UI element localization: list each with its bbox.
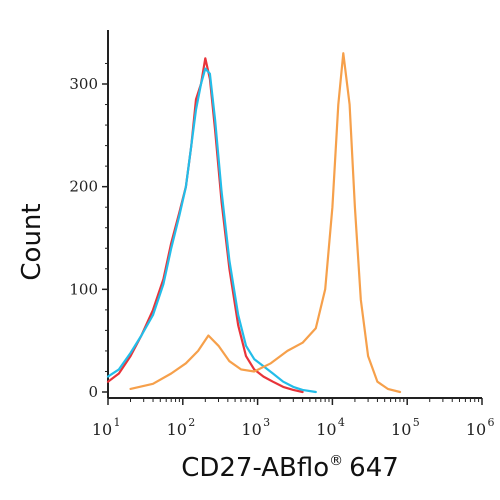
x-tick-label: 10 bbox=[167, 420, 187, 439]
x-tick-exponent: 4 bbox=[338, 416, 345, 429]
x-tick-label: 10 bbox=[316, 420, 336, 439]
x-axis-title-suffix: 647 bbox=[349, 453, 399, 483]
x-axis-title: CD27-ABflo® 647 bbox=[181, 453, 399, 483]
histogram-series-2 bbox=[106, 67, 317, 394]
y-tick-label: 300 bbox=[69, 75, 98, 93]
y-tick-label: 0 bbox=[88, 383, 98, 401]
x-axis-title-main: CD27-ABflo bbox=[181, 453, 329, 483]
y-axis-title: Count bbox=[17, 203, 47, 280]
x-tick-exponent: 3 bbox=[263, 416, 270, 429]
x-tick-exponent: 2 bbox=[188, 416, 195, 429]
x-tick-exponent: 5 bbox=[413, 416, 420, 429]
histogram-series-1 bbox=[106, 57, 304, 394]
x-tick-exponent: 1 bbox=[114, 416, 121, 429]
plot-frame bbox=[107, 30, 482, 399]
x-tick-label: 10 bbox=[241, 420, 261, 439]
y-axis-ticks: 0 100 200 300 bbox=[69, 62, 108, 401]
x-tick-label: 10 bbox=[92, 420, 112, 439]
x-axis-ticks: 10 1 10 2 10 3 10 4 10 5 10 6 bbox=[92, 398, 495, 439]
x-tick-exponent: 6 bbox=[488, 416, 495, 429]
y-tick-label: 100 bbox=[69, 280, 98, 298]
series-layer bbox=[106, 52, 402, 394]
x-tick-label: 10 bbox=[391, 420, 411, 439]
histogram-series-3 bbox=[129, 52, 402, 394]
x-tick-label: 10 bbox=[466, 420, 486, 439]
y-tick-label: 200 bbox=[69, 178, 98, 196]
x-axis-title-registered-mark: ® bbox=[329, 453, 343, 469]
